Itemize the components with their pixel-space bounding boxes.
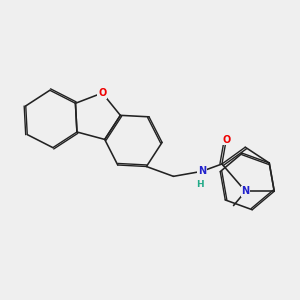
- Text: N: N: [242, 186, 250, 196]
- Text: O: O: [222, 135, 230, 145]
- Text: N: N: [198, 167, 206, 176]
- Text: O: O: [98, 88, 106, 98]
- Text: H: H: [196, 180, 204, 189]
